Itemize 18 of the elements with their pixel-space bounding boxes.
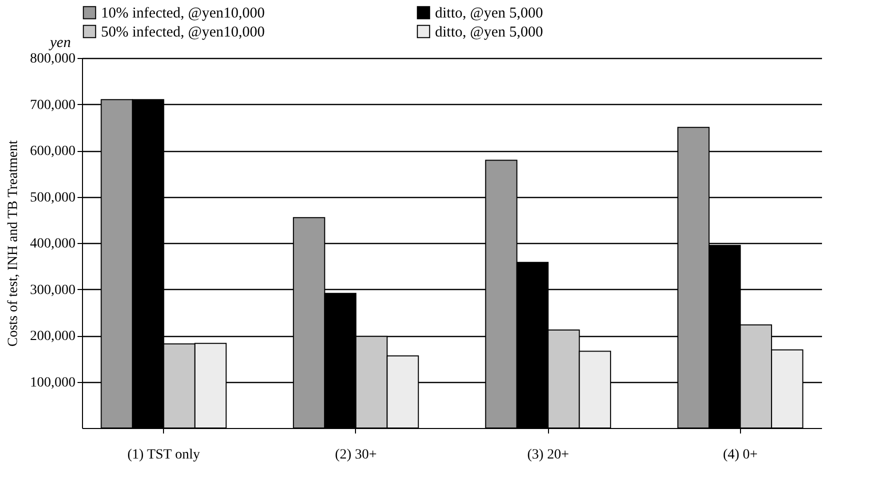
y-tick-label: 400,000: [30, 236, 76, 252]
y-axis-title: Costs of test, INH and TB Treatment: [6, 140, 21, 347]
y-tick-label: 800,000: [30, 52, 76, 66]
y-tick-label: 700,000: [30, 98, 76, 113]
y-tick-label: 200,000: [30, 329, 76, 344]
x-tick-label: (2) 30+: [335, 448, 377, 462]
y-tick-label: 100,000: [30, 375, 76, 390]
y-tick-label: 500,000: [30, 190, 76, 206]
x-tick-label: (3) 20+: [527, 448, 570, 462]
legend-label: 50% infected, @yen10,000: [101, 24, 265, 40]
x-tick-label: (4) 0+: [722, 448, 758, 462]
legend-label: ditto, @yen 5,000: [435, 24, 543, 40]
legend-label: 10% infected, @yen10,000: [101, 6, 265, 22]
legend-label: ditto, @yen 5,000: [435, 6, 543, 22]
text: yen: [50, 35, 71, 52]
y-tick-label: 300,000: [30, 282, 76, 298]
y-tick-label: 600,000: [30, 144, 76, 159]
x-tick-label: (1) TST only: [127, 448, 200, 462]
